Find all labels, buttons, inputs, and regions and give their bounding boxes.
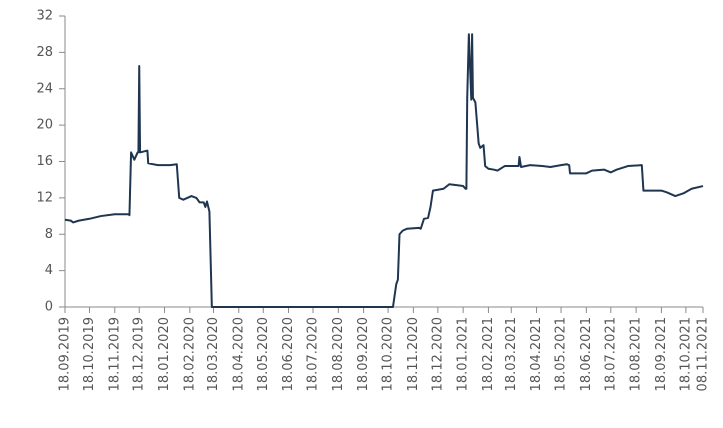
- x-tick-label: 18.04.2020: [231, 317, 246, 391]
- x-tick-label: 18.09.2021: [654, 317, 669, 391]
- x-tick-label: 18.10.2020: [381, 317, 396, 391]
- y-tick-label: 4: [45, 263, 53, 278]
- x-tick-label: 18.07.2021: [603, 317, 618, 391]
- x-tick-label: 18.04.2021: [529, 317, 544, 391]
- x-tick-label: 18.10.2021: [678, 317, 693, 391]
- x-tick-label: 18.02.2021: [481, 317, 496, 391]
- y-tick-label: 16: [36, 154, 53, 169]
- y-tick-label: 24: [36, 81, 53, 96]
- y-tick-label: 20: [36, 118, 53, 133]
- x-tick-label: 18.06.2021: [579, 317, 594, 391]
- line-series: [64, 33, 704, 308]
- x-tick-label: 18.11.2020: [406, 317, 421, 391]
- x-tick-label: 18.12.2020: [430, 317, 445, 391]
- x-tick-label: 18.12.2019: [132, 317, 147, 391]
- x-tick-label: 18.09.2019: [58, 317, 73, 391]
- x-tick-label: 18.08.2020: [331, 317, 346, 391]
- x-tick-label: 18.06.2020: [281, 317, 296, 391]
- x-tick-label: 18.05.2020: [256, 317, 271, 391]
- y-tick-label: 8: [45, 227, 53, 242]
- y-tick-label: 28: [36, 45, 53, 60]
- x-tick-label: 18.01.2021: [456, 317, 471, 391]
- x-tick-label: 18.11.2019: [107, 317, 122, 391]
- x-tick-label: 18.08.2021: [629, 317, 644, 391]
- x-tick-label: 18.03.2020: [206, 317, 221, 391]
- x-tick-label: 18.01.2020: [157, 317, 172, 391]
- y-tick-label: 12: [36, 190, 53, 205]
- x-tick-label: 18.05.2021: [554, 317, 569, 391]
- y-tick-label: 0: [45, 300, 53, 315]
- x-tick-label: 18.10.2019: [82, 317, 97, 391]
- x-tick-label: 08.11.2021: [696, 317, 711, 391]
- x-tick-label: 18.07.2020: [306, 317, 321, 391]
- x-tick-label: 18.09.2020: [356, 317, 371, 391]
- y-tick-label: 32: [36, 9, 53, 24]
- x-tick-label: 18.03.2021: [504, 317, 519, 391]
- x-tick-label: 18.02.2020: [182, 317, 197, 391]
